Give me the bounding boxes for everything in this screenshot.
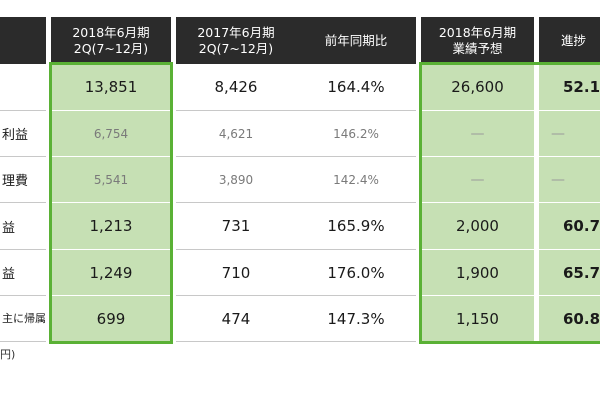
header-progress-label: 進捗: [561, 32, 587, 48]
row-label-revenue: [0, 64, 46, 111]
cell-ordinary-current: 1,249: [51, 250, 171, 296]
header-prior-period: 2017年6月期 2Q(7~12月): [176, 17, 296, 64]
cell-net-progress: 60.8: [539, 296, 600, 342]
header-forecast-line1: 2018年6月期: [438, 24, 517, 40]
header-forecast: 2018年6月期 業績予想: [421, 17, 534, 64]
header-yoy-label: 前年同期比: [324, 32, 388, 48]
cell-operating-yoy: 165.9%: [296, 203, 416, 250]
header-prior-line2: 2Q(7~12月): [198, 40, 274, 56]
header-current-line2: 2Q(7~12月): [73, 40, 149, 56]
row-label-ordinary-income: 益: [0, 250, 46, 296]
cell-sga-progress: —: [539, 157, 600, 203]
cell-net-prior: 474: [176, 296, 296, 342]
cell-gross-current: 6,754: [51, 111, 171, 157]
cell-operating-current: 1,213: [51, 203, 171, 250]
cell-net-current: 699: [51, 296, 171, 342]
cell-operating-forecast: 2,000: [421, 203, 534, 250]
cell-ordinary-prior: 710: [176, 250, 296, 296]
row-label-gross-profit: 利益: [0, 111, 46, 157]
header-current-period: 2018年6月期 2Q(7~12月): [51, 17, 171, 64]
cell-gross-forecast: —: [421, 111, 534, 157]
cell-gross-progress: —: [539, 111, 600, 157]
cell-operating-progress: 60.7: [539, 203, 600, 250]
row-label-net-income: 主に帰属: [0, 296, 46, 342]
cell-revenue-prior: 8,426: [176, 64, 296, 111]
cell-gross-yoy: 146.2%: [296, 111, 416, 157]
unit-note: 円): [0, 348, 16, 361]
cell-ordinary-progress: 65.7: [539, 250, 600, 296]
cell-gross-prior: 4,621: [176, 111, 296, 157]
row-label-operating-income: 益: [0, 203, 46, 250]
cell-ordinary-yoy: 176.0%: [296, 250, 416, 296]
cell-operating-prior: 731: [176, 203, 296, 250]
row-label-sga: 理費: [0, 157, 46, 203]
header-yoy: 前年同期比: [296, 17, 416, 64]
cell-net-yoy: 147.3%: [296, 296, 416, 342]
cell-sga-yoy: 142.4%: [296, 157, 416, 203]
cell-sga-forecast: —: [421, 157, 534, 203]
cell-ordinary-forecast: 1,900: [421, 250, 534, 296]
cell-revenue-forecast: 26,600: [421, 64, 534, 111]
cell-net-forecast: 1,150: [421, 296, 534, 342]
cell-revenue-progress: 52.1: [539, 64, 600, 111]
cell-revenue-current: 13,851: [51, 64, 171, 111]
cell-sga-current: 5,541: [51, 157, 171, 203]
cell-revenue-yoy: 164.4%: [296, 64, 416, 111]
header-label-col: [0, 17, 46, 64]
header-forecast-line2: 業績予想: [452, 40, 503, 56]
header-prior-line1: 2017年6月期: [197, 24, 275, 40]
header-progress: 進捗: [539, 17, 600, 64]
header-current-line1: 2018年6月期: [72, 24, 150, 40]
cell-sga-prior: 3,890: [176, 157, 296, 203]
